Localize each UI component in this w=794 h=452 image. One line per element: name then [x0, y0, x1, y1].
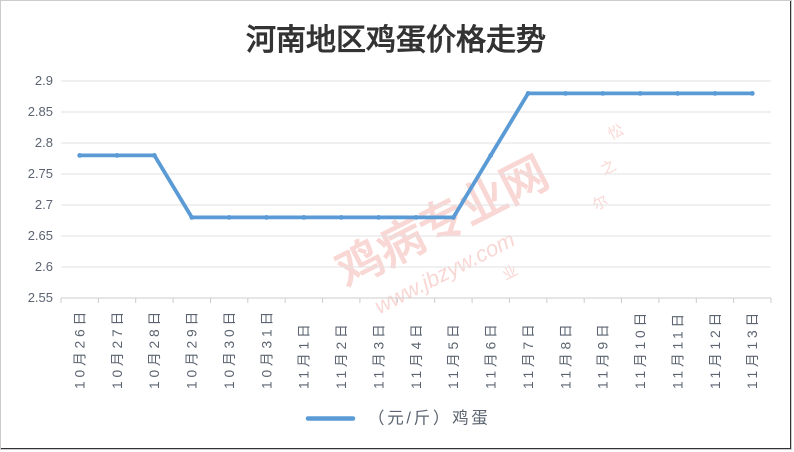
svg-text:2.75: 2.75 — [28, 166, 53, 181]
svg-text:10月31日: 10月31日 — [259, 308, 274, 389]
svg-text:11月4日: 11月4日 — [409, 320, 424, 389]
svg-text:11月10日: 11月10日 — [633, 309, 648, 389]
svg-text:11月7日: 11月7日 — [521, 320, 536, 389]
svg-text:10月30日: 10月30日 — [222, 308, 237, 389]
svg-text:11月6日: 11月6日 — [484, 320, 499, 389]
svg-text:11月1日: 11月1日 — [297, 320, 312, 389]
svg-text:2.9: 2.9 — [35, 73, 53, 88]
svg-text:2.8: 2.8 — [35, 135, 53, 150]
svg-text:10月28日: 10月28日 — [147, 308, 162, 389]
svg-text:11月11日: 11月11日 — [670, 310, 685, 389]
svg-text:11月2日: 11月2日 — [334, 320, 349, 389]
svg-text:尔: 尔 — [590, 192, 611, 214]
svg-text:（元/斤）鸡蛋: （元/斤）鸡蛋 — [368, 409, 490, 428]
svg-text:2.65: 2.65 — [28, 228, 53, 243]
svg-text:忪: 忪 — [606, 122, 627, 144]
svg-text:2.85: 2.85 — [28, 104, 53, 119]
svg-text:10月26日: 10月26日 — [73, 308, 88, 389]
svg-text:11月8日: 11月8日 — [558, 320, 573, 389]
svg-text:2.55: 2.55 — [28, 290, 53, 305]
svg-text:之: 之 — [598, 157, 619, 179]
svg-text:11月3日: 11月3日 — [372, 320, 387, 389]
svg-text:11月9日: 11月9日 — [596, 320, 611, 389]
svg-text:业: 业 — [500, 262, 521, 284]
svg-text:11月13日: 11月13日 — [745, 309, 760, 389]
svg-text:10月29日: 10月29日 — [185, 308, 200, 389]
svg-text:2.7: 2.7 — [35, 197, 53, 212]
svg-text:11月12日: 11月12日 — [708, 309, 723, 389]
svg-text:10月27日: 10月27日 — [110, 308, 125, 389]
svg-text:11月5日: 11月5日 — [446, 320, 461, 389]
svg-text:2.6: 2.6 — [35, 259, 53, 274]
